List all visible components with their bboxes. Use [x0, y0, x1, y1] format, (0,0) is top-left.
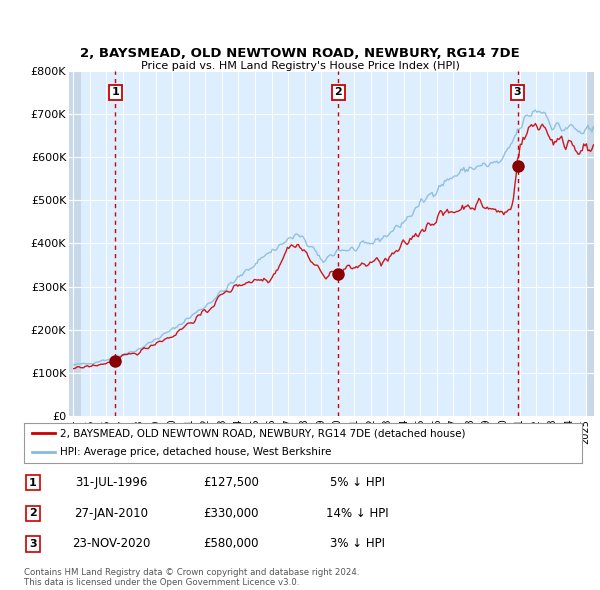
Text: 3: 3 [29, 539, 37, 549]
Text: £330,000: £330,000 [203, 507, 259, 520]
Text: Price paid vs. HM Land Registry's House Price Index (HPI): Price paid vs. HM Land Registry's House … [140, 61, 460, 71]
Text: 27-JAN-2010: 27-JAN-2010 [74, 507, 148, 520]
Text: 1: 1 [111, 87, 119, 97]
Text: HPI: Average price, detached house, West Berkshire: HPI: Average price, detached house, West… [60, 447, 332, 457]
Text: 2: 2 [29, 509, 37, 518]
Text: 2: 2 [335, 87, 342, 97]
Text: 2, BAYSMEAD, OLD NEWTOWN ROAD, NEWBURY, RG14 7DE (detached house): 2, BAYSMEAD, OLD NEWTOWN ROAD, NEWBURY, … [60, 428, 466, 438]
Text: 3: 3 [514, 87, 521, 97]
Text: 1: 1 [29, 478, 37, 487]
Text: 2, BAYSMEAD, OLD NEWTOWN ROAD, NEWBURY, RG14 7DE: 2, BAYSMEAD, OLD NEWTOWN ROAD, NEWBURY, … [80, 47, 520, 60]
Text: 14% ↓ HPI: 14% ↓ HPI [326, 507, 388, 520]
Text: £127,500: £127,500 [203, 476, 259, 489]
Text: 5% ↓ HPI: 5% ↓ HPI [329, 476, 385, 489]
Text: 31-JUL-1996: 31-JUL-1996 [75, 476, 147, 489]
Text: £580,000: £580,000 [203, 537, 259, 550]
Text: 3% ↓ HPI: 3% ↓ HPI [329, 537, 385, 550]
Text: Contains HM Land Registry data © Crown copyright and database right 2024.
This d: Contains HM Land Registry data © Crown c… [24, 568, 359, 587]
Text: 23-NOV-2020: 23-NOV-2020 [72, 537, 150, 550]
